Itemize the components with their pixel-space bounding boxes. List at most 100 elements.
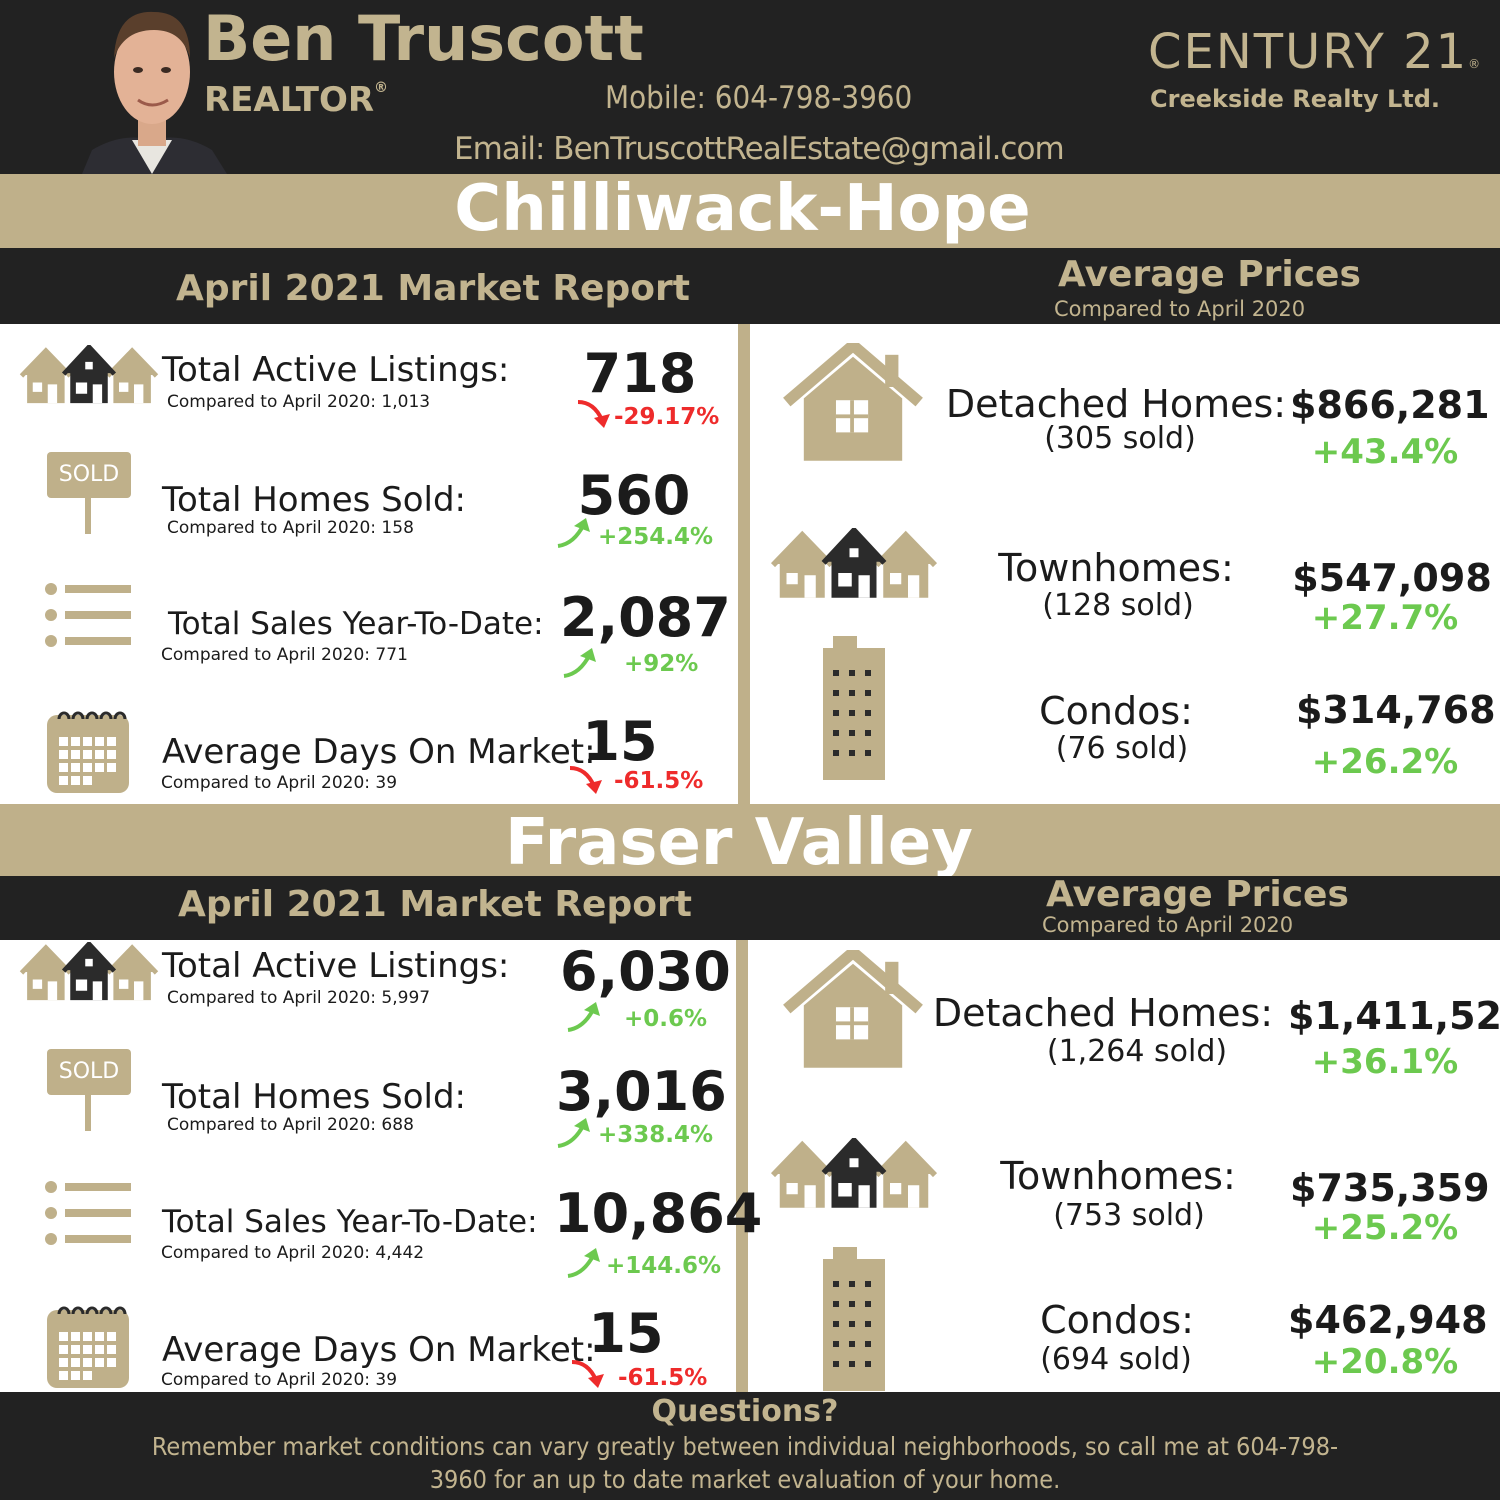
stat-compare: Compared to April 2020: 688 <box>167 1115 414 1135</box>
region-name-2: Fraser Valley <box>505 806 973 880</box>
list-icon <box>45 583 131 647</box>
header-bar <box>0 0 1500 174</box>
stat-value: 15 <box>588 1302 664 1365</box>
prices-title-2: Average Prices <box>1046 874 1349 915</box>
stat-change: +144.6% <box>606 1253 722 1279</box>
price-sold: (1,264 sold) <box>1046 1034 1228 1069</box>
footer-line-1: Remember market conditions can vary grea… <box>151 1432 1339 1461</box>
price-change: +25.2% <box>1311 1208 1459 1248</box>
arrow-down-icon <box>570 1360 606 1390</box>
prices-subtitle-2: Compared to April 2020 <box>1042 913 1294 937</box>
sold-sign-icon: SOLD <box>47 452 131 536</box>
stat-label: Total Sales Year-To-Date: <box>168 606 544 642</box>
mobile-contact[interactable]: Mobile: 604-798-3960 <box>605 80 913 116</box>
registered-mark: ® <box>374 80 389 96</box>
price-change: +26.2% <box>1311 742 1459 782</box>
house-icon <box>783 950 923 1072</box>
price-sold: (76 sold) <box>1055 731 1189 766</box>
price-sold: (694 sold) <box>1040 1342 1192 1377</box>
stat-compare: Compared to April 2020: 1,013 <box>167 392 431 412</box>
price-type: Condos: <box>1039 689 1193 733</box>
arrow-up-icon <box>556 1116 592 1148</box>
price-sold: (128 sold) <box>1042 588 1194 623</box>
stat-label: Total Homes Sold: <box>162 1077 467 1117</box>
section-header-2: April 2021 Market Report Average Prices … <box>0 874 1500 940</box>
stat-value: 10,864 <box>554 1182 763 1245</box>
stat-value: 560 <box>577 464 691 527</box>
region-banner-2: Fraser Valley <box>0 804 1500 880</box>
stat-label: Average Days On Market: <box>162 1330 596 1370</box>
stat-value: 3,016 <box>556 1060 727 1123</box>
price-value: $462,948 <box>1288 1298 1488 1342</box>
arrow-up-icon <box>566 1246 602 1278</box>
houses-icon <box>18 345 160 405</box>
brokerage-name: Creekside Realty Ltd. <box>1150 85 1441 113</box>
arrow-down-icon <box>576 400 612 430</box>
column-divider-2 <box>736 940 748 1392</box>
stat-compare: Compared to April 2020: 5,997 <box>167 988 431 1008</box>
stat-value: 2,087 <box>560 586 731 649</box>
price-sold: (753 sold) <box>1053 1198 1205 1233</box>
stat-label: Total Active Listings: <box>162 350 510 390</box>
stat-compare: Compared to April 2020: 158 <box>167 518 414 538</box>
stat-compare: Compared to April 2020: 771 <box>161 645 408 665</box>
townhomes-icon <box>768 528 940 600</box>
price-value: $866,281 <box>1290 383 1490 427</box>
column-divider-1 <box>738 324 750 804</box>
stat-change: -61.5% <box>618 1365 708 1391</box>
stat-change: -29.17% <box>614 404 720 430</box>
calendar-icon <box>46 1306 130 1390</box>
agent-name: Ben Truscott <box>203 2 644 75</box>
stat-value: 6,030 <box>560 940 731 1003</box>
house-icon <box>783 343 923 465</box>
stat-change: -61.5% <box>614 768 704 794</box>
price-change: +43.4% <box>1311 432 1459 472</box>
stat-label: Total Sales Year-To-Date: <box>162 1204 538 1240</box>
price-change: +27.7% <box>1311 598 1459 638</box>
stat-compare: Compared to April 2020: 4,442 <box>161 1243 425 1263</box>
arrow-down-icon <box>568 766 604 796</box>
stat-label: Average Days On Market: <box>162 732 596 772</box>
price-change: +20.8% <box>1311 1342 1459 1382</box>
arrow-up-icon <box>566 1000 602 1032</box>
stat-label: Total Active Listings: <box>162 946 510 986</box>
price-value: $547,098 <box>1292 556 1492 600</box>
region-name-1: Chilliwack-Hope <box>454 172 1031 246</box>
stat-value: 718 <box>583 342 697 405</box>
sold-sign-text: SOLD <box>58 1059 120 1084</box>
region-banner-1: Chilliwack-Hope <box>0 174 1500 248</box>
price-change: +36.1% <box>1311 1042 1459 1082</box>
stat-compare: Compared to April 2020: 39 <box>161 1370 398 1390</box>
price-value: $735,359 <box>1290 1166 1490 1210</box>
agent-title-text: REALTOR <box>204 80 375 120</box>
price-value: $1,411,522 <box>1288 994 1500 1038</box>
stat-change: +254.4% <box>598 524 714 550</box>
price-value: $314,768 <box>1296 688 1496 732</box>
calendar-icon <box>46 711 130 795</box>
stat-change: +92% <box>624 651 699 677</box>
price-type: Condos: <box>1040 1298 1194 1342</box>
agent-photo <box>62 0 242 174</box>
prices-subtitle-1: Compared to April 2020 <box>1054 297 1306 321</box>
stat-change: +338.4% <box>598 1122 714 1148</box>
condo-building-icon <box>823 1247 885 1391</box>
footer-bar: Questions? Remember market conditions ca… <box>0 1392 1500 1500</box>
footer-heading: Questions? <box>651 1394 839 1429</box>
list-icon <box>45 1181 131 1245</box>
price-sold: (305 sold) <box>1044 421 1196 456</box>
stat-value: 15 <box>582 710 658 773</box>
report-title-1: April 2021 Market Report <box>176 268 690 309</box>
houses-icon <box>18 942 160 1002</box>
section-header-1: April 2021 Market Report Average Prices … <box>0 248 1500 324</box>
century21-logo: CENTURY 21® <box>1148 24 1482 80</box>
price-type: Townhomes: <box>998 546 1234 590</box>
townhomes-icon <box>768 1138 940 1210</box>
email-contact[interactable]: Email: BenTruscottRealEstate@gmail.com <box>454 131 1065 167</box>
sold-sign-text: SOLD <box>58 462 120 487</box>
prices-title-1: Average Prices <box>1058 254 1361 295</box>
stat-label: Total Homes Sold: <box>162 480 467 520</box>
sold-sign-icon: SOLD <box>47 1049 131 1133</box>
stat-compare: Compared to April 2020: 39 <box>161 773 398 793</box>
brand-text: CENTURY 21 <box>1148 24 1469 80</box>
brand-mark: ® <box>1468 57 1483 71</box>
